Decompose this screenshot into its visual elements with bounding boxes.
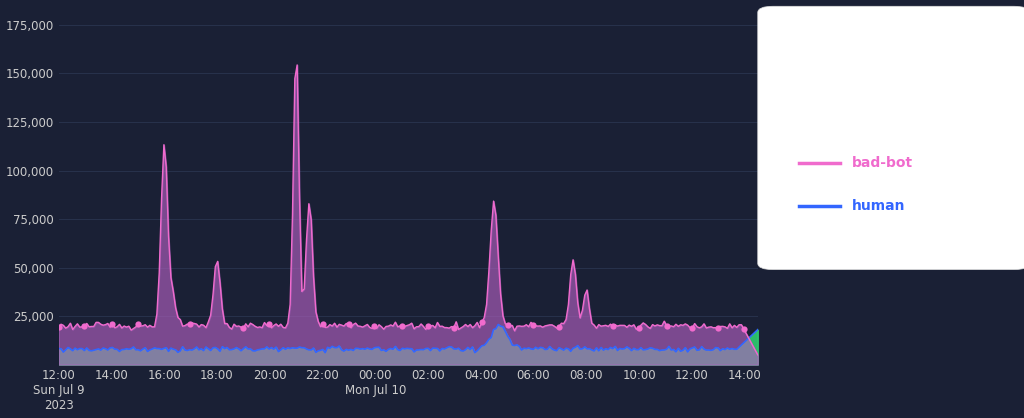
Text: human: human — [852, 199, 905, 213]
Text: bad-bot: bad-bot — [852, 156, 913, 170]
